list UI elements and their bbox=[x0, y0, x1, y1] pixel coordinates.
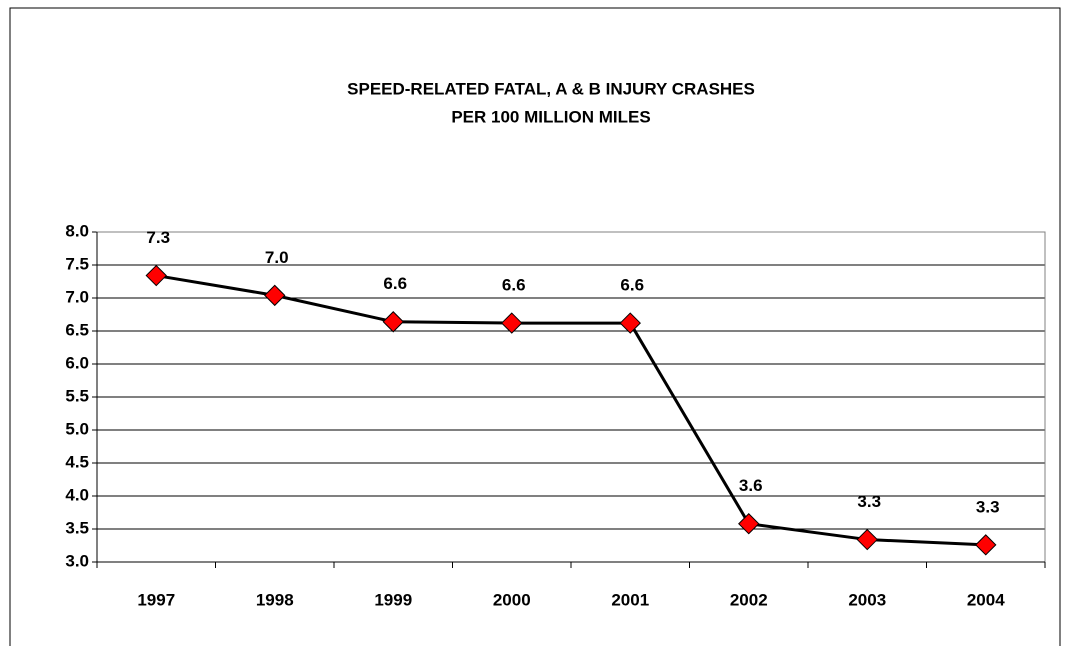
marker bbox=[382, 311, 404, 333]
data-label: 7.3 bbox=[146, 228, 170, 247]
x-tick-label: 2004 bbox=[967, 590, 1005, 609]
data-label: 3.6 bbox=[739, 476, 763, 495]
y-tick-label: 4.0 bbox=[65, 485, 89, 504]
y-tick-label: 4.5 bbox=[65, 452, 89, 471]
x-tick-label: 2002 bbox=[730, 590, 768, 609]
marker bbox=[145, 264, 167, 287]
y-tick-label: 8.0 bbox=[65, 221, 89, 240]
data-label: 6.6 bbox=[620, 276, 644, 295]
marker bbox=[501, 312, 523, 334]
y-tick-label: 7.5 bbox=[65, 254, 89, 273]
marker bbox=[975, 534, 997, 556]
marker bbox=[856, 528, 878, 551]
y-tick-label: 6.5 bbox=[65, 320, 89, 339]
y-tick-label: 6.0 bbox=[65, 353, 89, 372]
chart-title: SPEED-RELATED FATAL, A & B INJURY CRASHE… bbox=[347, 79, 755, 98]
data-label: 3.3 bbox=[857, 492, 881, 511]
x-tick-label: 2003 bbox=[848, 590, 886, 609]
chart-subtitle: PER 100 MILLION MILES bbox=[451, 107, 650, 126]
line bbox=[156, 274, 986, 547]
y-tick-label: 3.0 bbox=[65, 551, 89, 570]
y-tick-label: 7.0 bbox=[65, 287, 89, 306]
chart-frame bbox=[9, 7, 1061, 646]
data-label: 6.6 bbox=[383, 274, 407, 293]
data-label: 6.6 bbox=[502, 276, 526, 295]
y-tick-label: 3.5 bbox=[65, 518, 89, 537]
marker bbox=[738, 513, 760, 535]
y-tick-label: 5.0 bbox=[65, 419, 89, 438]
x-tick-label: 1998 bbox=[256, 590, 294, 609]
x-tick-label: 1997 bbox=[137, 590, 175, 609]
marker bbox=[619, 312, 641, 334]
marker bbox=[264, 284, 286, 307]
x-tick-label: 2000 bbox=[493, 590, 531, 609]
y-tick-label: 5.5 bbox=[65, 386, 89, 405]
x-tick-label: 2001 bbox=[611, 590, 649, 609]
data-label: 7.0 bbox=[265, 248, 289, 267]
x-tick-label: 1999 bbox=[374, 590, 412, 609]
data-label: 3.3 bbox=[976, 497, 1000, 516]
